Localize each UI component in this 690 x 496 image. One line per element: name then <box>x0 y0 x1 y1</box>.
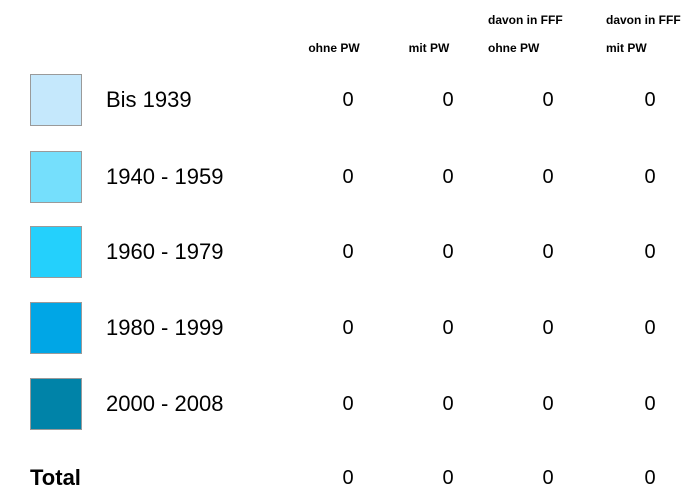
cell-value: 0 <box>342 166 354 188</box>
cell-value: 0 <box>442 317 454 339</box>
cell-value: 0 <box>342 317 354 339</box>
color-swatch <box>30 302 82 354</box>
column-group-header: davon in FFF <box>488 13 563 27</box>
cell-value: 0 <box>542 317 554 339</box>
cell-value: 0 <box>542 393 554 415</box>
total-value: 0 <box>342 467 354 489</box>
cell-value: 0 <box>644 166 656 188</box>
column-header: ohne PW <box>308 41 360 55</box>
cell-value: 0 <box>644 241 656 263</box>
total-value: 0 <box>542 467 554 489</box>
column-header: ohne PW <box>488 41 540 55</box>
cell-value: 0 <box>342 89 354 111</box>
row-label: 1940 - 1959 <box>106 164 224 189</box>
total-label: Total <box>30 465 81 490</box>
cell-value: 0 <box>644 393 656 415</box>
row-label: Bis 1939 <box>106 87 192 112</box>
cell-value: 0 <box>442 393 454 415</box>
cell-value: 0 <box>542 166 554 188</box>
total-value: 0 <box>644 467 656 489</box>
row-label: 1980 - 1999 <box>106 315 224 340</box>
color-swatch <box>30 226 82 278</box>
total-value: 0 <box>442 467 454 489</box>
cell-value: 0 <box>644 89 656 111</box>
row-label: 1960 - 1979 <box>106 239 224 264</box>
column-group-header: davon in FFF <box>606 13 681 27</box>
cell-value: 0 <box>442 241 454 263</box>
column-header: mit PW <box>606 41 647 55</box>
color-swatch <box>30 151 82 203</box>
cell-value: 0 <box>342 241 354 263</box>
color-swatch <box>30 74 82 126</box>
cell-value: 0 <box>644 317 656 339</box>
column-header: mit PW <box>408 41 450 55</box>
cell-value: 0 <box>542 89 554 111</box>
cell-value: 0 <box>342 393 354 415</box>
row-label: 2000 - 2008 <box>106 391 224 416</box>
cell-value: 0 <box>442 166 454 188</box>
cell-value: 0 <box>542 241 554 263</box>
cell-value: 0 <box>442 89 454 111</box>
color-swatch <box>30 378 82 430</box>
